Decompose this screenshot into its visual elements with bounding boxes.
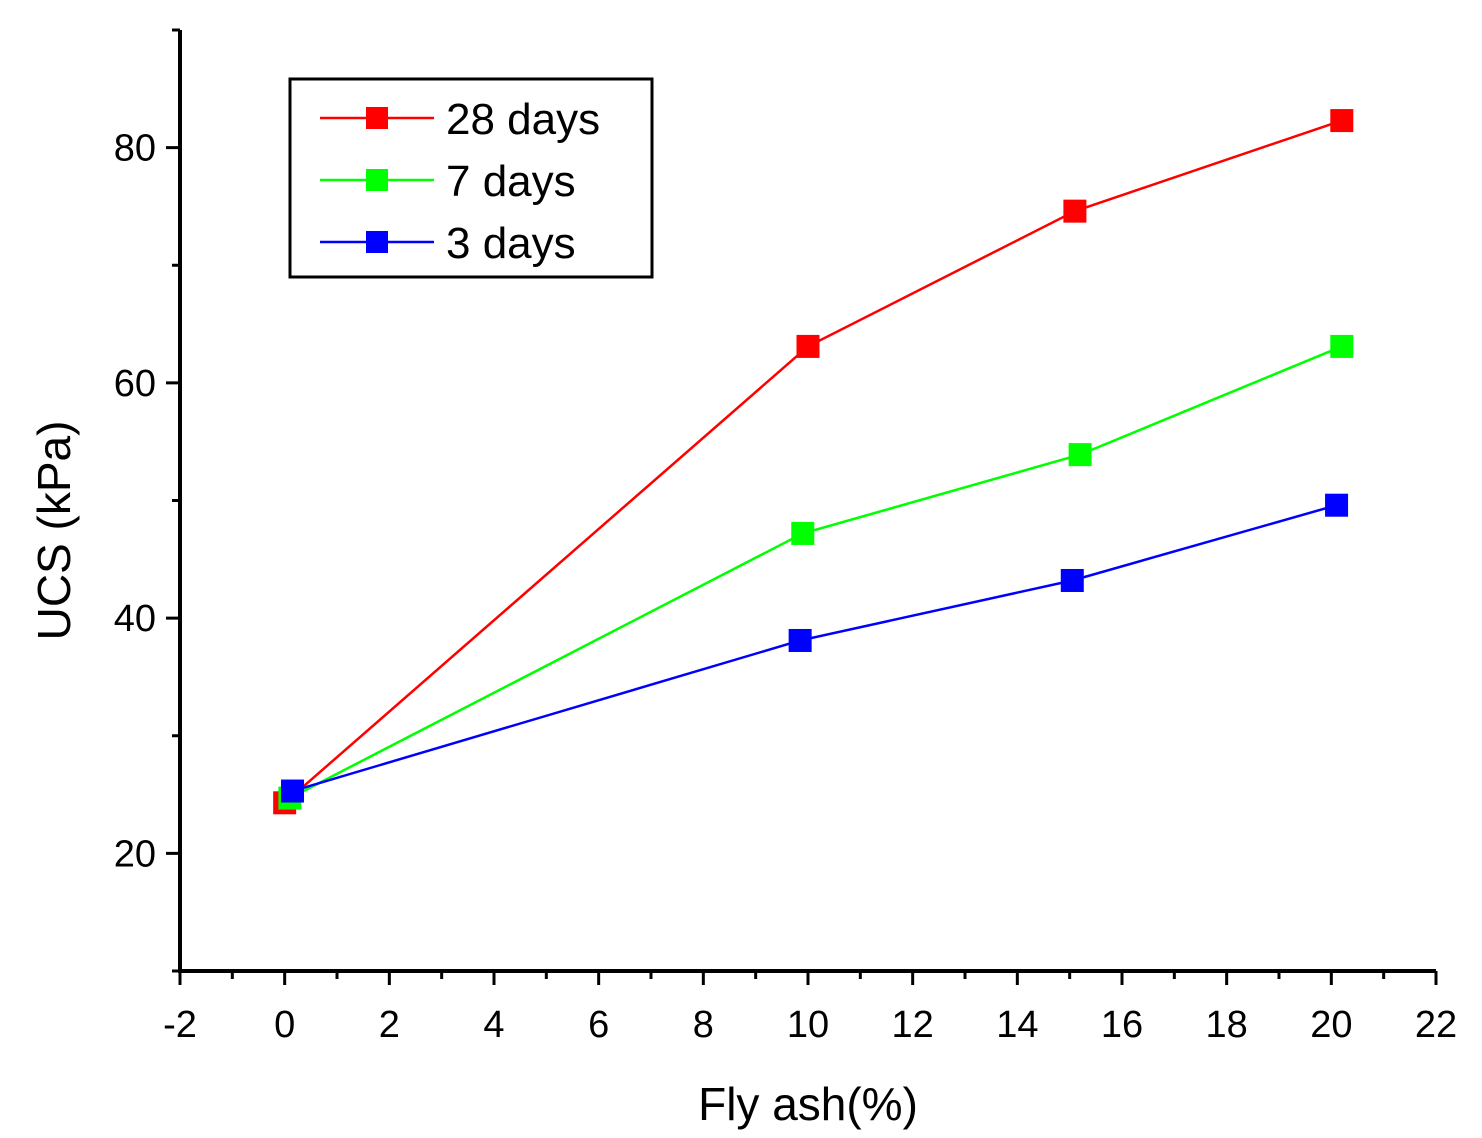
series-7-days [278, 334, 1354, 810]
data-point [1330, 334, 1354, 358]
x-axis-title: Fly ash(%) [698, 1078, 918, 1130]
x-ticks: -2 0 2 4 6 8 10 12 14 16 18 20 22 [163, 971, 1457, 1046]
y-axis-title: UCS (kPa) [28, 421, 80, 641]
x-tick-label: 16 [1101, 1004, 1143, 1046]
legend-swatch-marker [366, 169, 388, 191]
x-tick-label: 4 [483, 1004, 504, 1046]
y-tick-label: 80 [114, 128, 156, 170]
legend-items: 28 days 7 days 3 days [320, 95, 600, 268]
legend-label: 28 days [446, 95, 600, 144]
x-tick-label: 8 [693, 1004, 714, 1046]
series-layer [273, 109, 1354, 815]
x-tick-label: 0 [274, 1004, 295, 1046]
data-point [796, 334, 820, 358]
x-tick-label: 20 [1310, 1004, 1352, 1046]
legend-swatch-marker [366, 231, 388, 253]
legend-label: 7 days [446, 157, 576, 206]
data-point [1068, 443, 1092, 467]
data-point [1060, 568, 1084, 592]
data-point [788, 628, 812, 652]
x-tick-label: 18 [1206, 1004, 1248, 1046]
data-point [1063, 199, 1087, 223]
legend-item: 3 days [320, 219, 576, 268]
legend-item: 28 days [320, 95, 600, 144]
x-tick-label: 12 [892, 1004, 934, 1046]
y-tick-label: 60 [114, 363, 156, 405]
data-point [791, 521, 815, 545]
y-tick-label: 40 [114, 598, 156, 640]
series-line [283, 119, 1343, 804]
x-tick-label: 14 [996, 1004, 1038, 1046]
x-tick-label: 22 [1415, 1004, 1457, 1046]
series-line [292, 504, 1337, 793]
legend-item: 7 days [320, 157, 576, 206]
data-point [1330, 109, 1354, 133]
data-point [1325, 493, 1349, 517]
data-point [281, 779, 305, 803]
legend-swatch-marker [366, 107, 388, 129]
x-tick-label: 6 [588, 1004, 609, 1046]
legend: 28 days 7 days 3 days [288, 77, 654, 279]
y-ticks: 20 40 60 80 [114, 28, 180, 973]
x-tick-label: 10 [787, 1004, 829, 1046]
x-tick-label: 2 [379, 1004, 400, 1046]
series-3-days [281, 493, 1349, 803]
legend-box [288, 77, 654, 279]
x-tick-label: -2 [163, 1004, 197, 1046]
y-tick-label: 20 [114, 833, 156, 875]
legend-label: 3 days [446, 219, 576, 268]
series-line [289, 345, 1343, 800]
